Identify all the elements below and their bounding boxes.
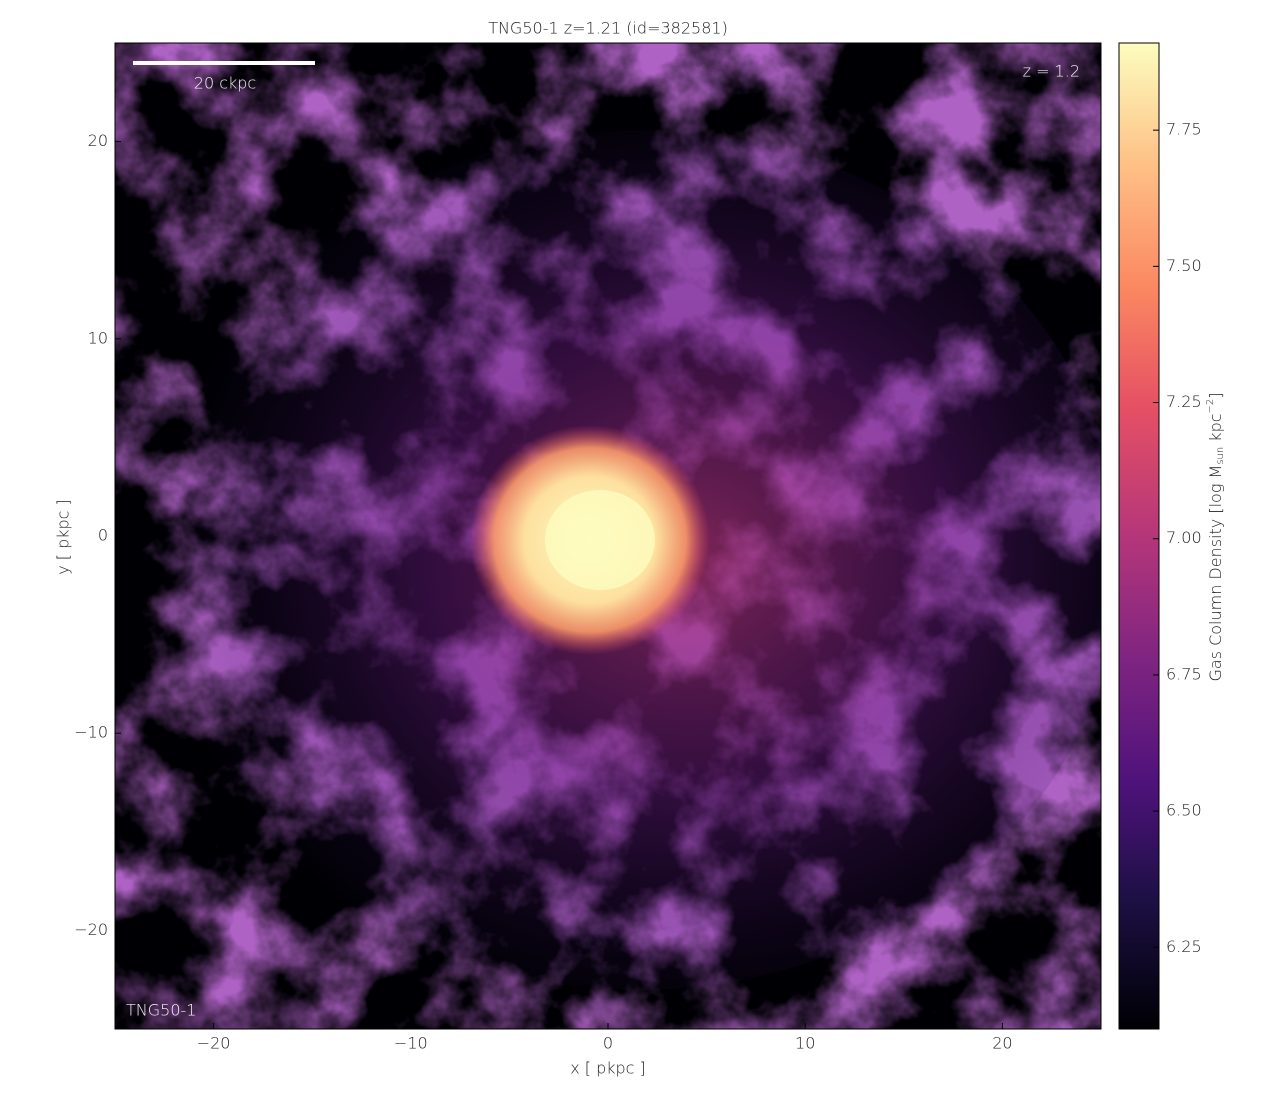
- y-axis-label: y [ pkpc ]: [54, 499, 73, 575]
- scale-bar-label: 20 ckpc: [194, 74, 256, 93]
- y-tick-label: 10: [88, 328, 108, 347]
- colorbar-label-sup: −2: [1205, 399, 1216, 414]
- colorbar-tick-label: 7.25: [1166, 392, 1202, 411]
- x-tick-label: −10: [394, 1034, 428, 1053]
- colorbar-label: Gas Column Density [log Msun kpc−2]: [1205, 392, 1226, 681]
- colorbar-label-sub: sun: [1215, 447, 1226, 465]
- colorbar: [1118, 42, 1160, 1030]
- y-tick-label: 0: [98, 526, 108, 545]
- density-image: [115, 43, 1101, 1029]
- colorbar-tick-label: 6.50: [1166, 801, 1202, 820]
- colorbar-label-text: kpc: [1206, 413, 1225, 446]
- colorbar-label-text: Gas Column Density [log M: [1206, 465, 1225, 682]
- colorbar-tick-label: 6.25: [1166, 937, 1202, 956]
- x-axis-label: x [ pkpc ]: [570, 1059, 646, 1078]
- chart-title: TNG50-1 z=1.21 (id=382581): [488, 19, 728, 38]
- simulation-label: TNG50-1: [126, 1001, 196, 1020]
- redshift-label: z = 1.2: [1023, 62, 1080, 81]
- y-tick-label: 20: [88, 131, 108, 150]
- y-tick-label: −10: [74, 723, 108, 742]
- colorbar-tick-label: 7.50: [1166, 256, 1202, 275]
- colorbar-tick-label: 6.75: [1166, 664, 1202, 683]
- x-tick-label: 20: [992, 1034, 1012, 1053]
- colorbar-tick-label: 7.75: [1166, 120, 1202, 139]
- x-tick-label: 10: [795, 1034, 815, 1053]
- colorbar-label-text: ]: [1206, 392, 1225, 398]
- y-tick-label: −20: [74, 920, 108, 939]
- colorbar-tick-label: 7.00: [1166, 528, 1202, 547]
- x-tick-label: 0: [603, 1034, 613, 1053]
- x-tick-label: −20: [197, 1034, 231, 1053]
